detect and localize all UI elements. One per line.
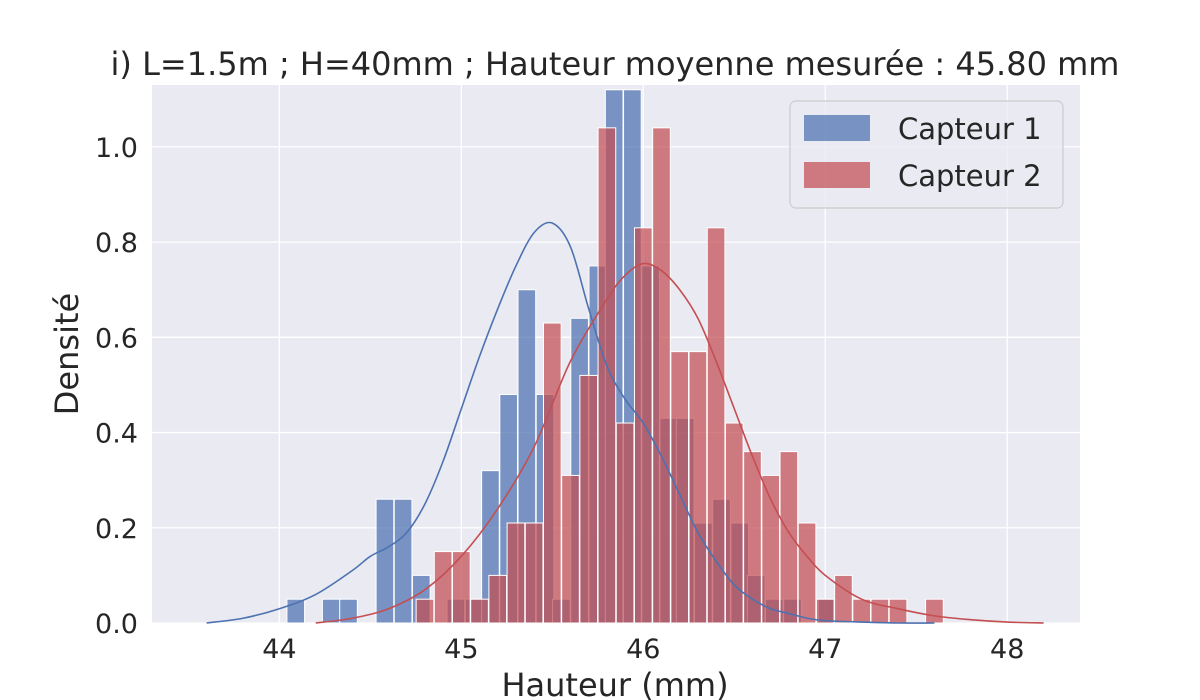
histogram-bar [925, 598, 944, 624]
y-axis-ticks: 0.0 0.2 0.4 0.6 0.8 1.0 [95, 133, 138, 640]
x-tick-label: 44 [262, 634, 296, 665]
histogram-bar [488, 574, 508, 624]
histogram-bar [339, 598, 358, 624]
histogram-bar [375, 498, 395, 624]
histogram-bar [652, 127, 671, 624]
histogram-bar [321, 598, 341, 624]
kde-curve [206, 221, 935, 624]
chart-title: i) L=1.5m ; H=40mm ; Hauteur moyenne mes… [111, 45, 1120, 83]
y-tick-label: 0.8 [95, 228, 138, 259]
y-tick-label: 0.2 [95, 514, 138, 545]
x-tick-label: 48 [990, 634, 1024, 665]
y-tick-label: 0.0 [95, 609, 138, 640]
histogram-bar [761, 474, 780, 624]
y-tick-label: 0.4 [95, 419, 138, 450]
y-tick-label: 1.0 [95, 133, 138, 164]
histogram-bar [561, 474, 580, 624]
histogram-bar [633, 227, 653, 624]
histogram-bar [888, 598, 908, 624]
histogram-bar [524, 522, 544, 624]
histogram-bar [415, 598, 435, 624]
histogram-bar [433, 551, 453, 624]
x-tick-label: 45 [444, 634, 478, 665]
histogram-bar [670, 351, 690, 624]
legend: Capteur 1 Capteur 2 [789, 100, 1064, 209]
histogram-bar [452, 551, 471, 624]
y-tick-label: 0.6 [95, 323, 138, 354]
histogram-bar [743, 451, 762, 624]
legend-swatch-capteur-1 [804, 115, 870, 141]
histogram-bar [724, 422, 744, 624]
histogram-bar [688, 351, 708, 624]
legend-label-capteur-1: Capteur 1 [898, 112, 1042, 146]
kde-curves [206, 221, 1044, 624]
histogram-bar [579, 374, 599, 624]
histogram-bar [815, 598, 835, 624]
x-axis-ticks: 44 45 46 47 48 [262, 634, 1024, 665]
histogram-bar [706, 227, 726, 624]
histogram-bar [779, 451, 799, 624]
x-tick-label: 46 [626, 634, 660, 665]
legend-label-capteur-2: Capteur 2 [898, 159, 1042, 193]
histogram-bar [470, 598, 489, 624]
histogram-bar [615, 422, 635, 624]
series-capteur-2-bars [415, 127, 944, 624]
histogram-bar [542, 322, 562, 624]
histogram-bar [797, 522, 817, 624]
histogram-bar [506, 522, 526, 624]
y-axis-label: Densité [48, 293, 86, 415]
x-tick-label: 47 [808, 634, 842, 665]
histogram-bar [834, 574, 853, 624]
histogram-bar [393, 498, 413, 624]
legend-swatch-capteur-2 [804, 162, 870, 188]
x-axis-label: Hauteur (mm) [501, 666, 728, 700]
histogram-bar [852, 598, 871, 624]
histogram-bar [597, 127, 617, 624]
kde-curve [315, 262, 1044, 624]
